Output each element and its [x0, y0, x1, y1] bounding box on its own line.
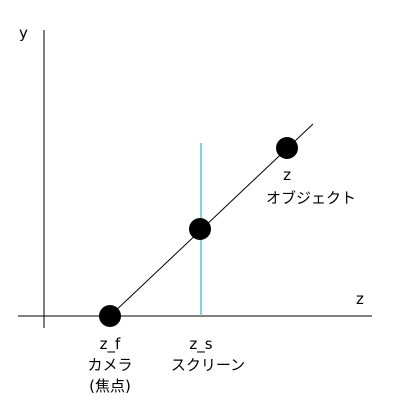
z-axis-label: z [356, 290, 364, 308]
screen-point [189, 218, 211, 240]
screen-name: スクリーン [171, 356, 245, 374]
camera-note: (焦点) [89, 377, 131, 395]
screen-symbol: z_s [189, 335, 212, 354]
camera-name: カメラ [87, 356, 132, 374]
object-name: オブジェクト [266, 189, 356, 207]
y-axis-label: y [19, 24, 28, 42]
camera-symbol: z_f [100, 335, 121, 354]
object-point [276, 137, 298, 159]
camera-point [99, 305, 121, 327]
projection-ray [109, 123, 314, 317]
object-symbol: z [283, 166, 291, 184]
